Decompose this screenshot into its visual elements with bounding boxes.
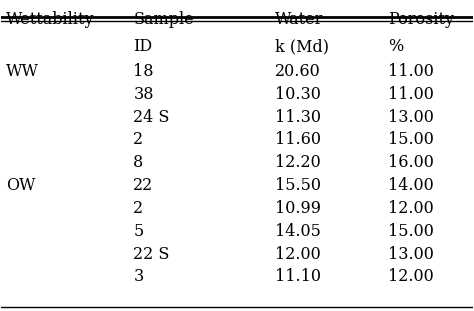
Text: 18: 18 xyxy=(133,63,154,80)
Text: WW: WW xyxy=(6,63,39,80)
Text: 3: 3 xyxy=(133,268,144,285)
Text: 24 S: 24 S xyxy=(133,109,170,126)
Text: 15.50: 15.50 xyxy=(275,177,321,194)
Text: 22: 22 xyxy=(133,177,154,194)
Text: 13.00: 13.00 xyxy=(388,245,434,262)
Text: 38: 38 xyxy=(133,86,154,103)
Text: k (Md): k (Md) xyxy=(275,38,328,55)
Text: 12.00: 12.00 xyxy=(275,245,320,262)
Text: 2: 2 xyxy=(133,200,144,217)
Text: %: % xyxy=(388,38,403,55)
Text: ID: ID xyxy=(133,38,153,55)
Text: Wettability: Wettability xyxy=(6,11,95,28)
Text: 11.10: 11.10 xyxy=(275,268,321,285)
Text: 12.00: 12.00 xyxy=(388,200,434,217)
Text: 12.00: 12.00 xyxy=(388,268,434,285)
Text: 20.60: 20.60 xyxy=(275,63,320,80)
Text: 15.00: 15.00 xyxy=(388,132,434,148)
Text: Water: Water xyxy=(275,11,323,28)
Text: 10.99: 10.99 xyxy=(275,200,321,217)
Text: 22 S: 22 S xyxy=(133,245,170,262)
Text: 2: 2 xyxy=(133,132,144,148)
Text: 16.00: 16.00 xyxy=(388,154,434,171)
Text: 14.00: 14.00 xyxy=(388,177,434,194)
Text: Porosity: Porosity xyxy=(388,11,454,28)
Text: 15.00: 15.00 xyxy=(388,223,434,240)
Text: 11.30: 11.30 xyxy=(275,109,321,126)
Text: 11.60: 11.60 xyxy=(275,132,321,148)
Text: 10.30: 10.30 xyxy=(275,86,320,103)
Text: 14.05: 14.05 xyxy=(275,223,320,240)
Text: 11.00: 11.00 xyxy=(388,86,434,103)
Text: 8: 8 xyxy=(133,154,144,171)
Text: Sample: Sample xyxy=(133,11,194,28)
Text: 11.00: 11.00 xyxy=(388,63,434,80)
Text: 12.20: 12.20 xyxy=(275,154,320,171)
Text: 13.00: 13.00 xyxy=(388,109,434,126)
Text: OW: OW xyxy=(6,177,36,194)
Text: 5: 5 xyxy=(133,223,144,240)
